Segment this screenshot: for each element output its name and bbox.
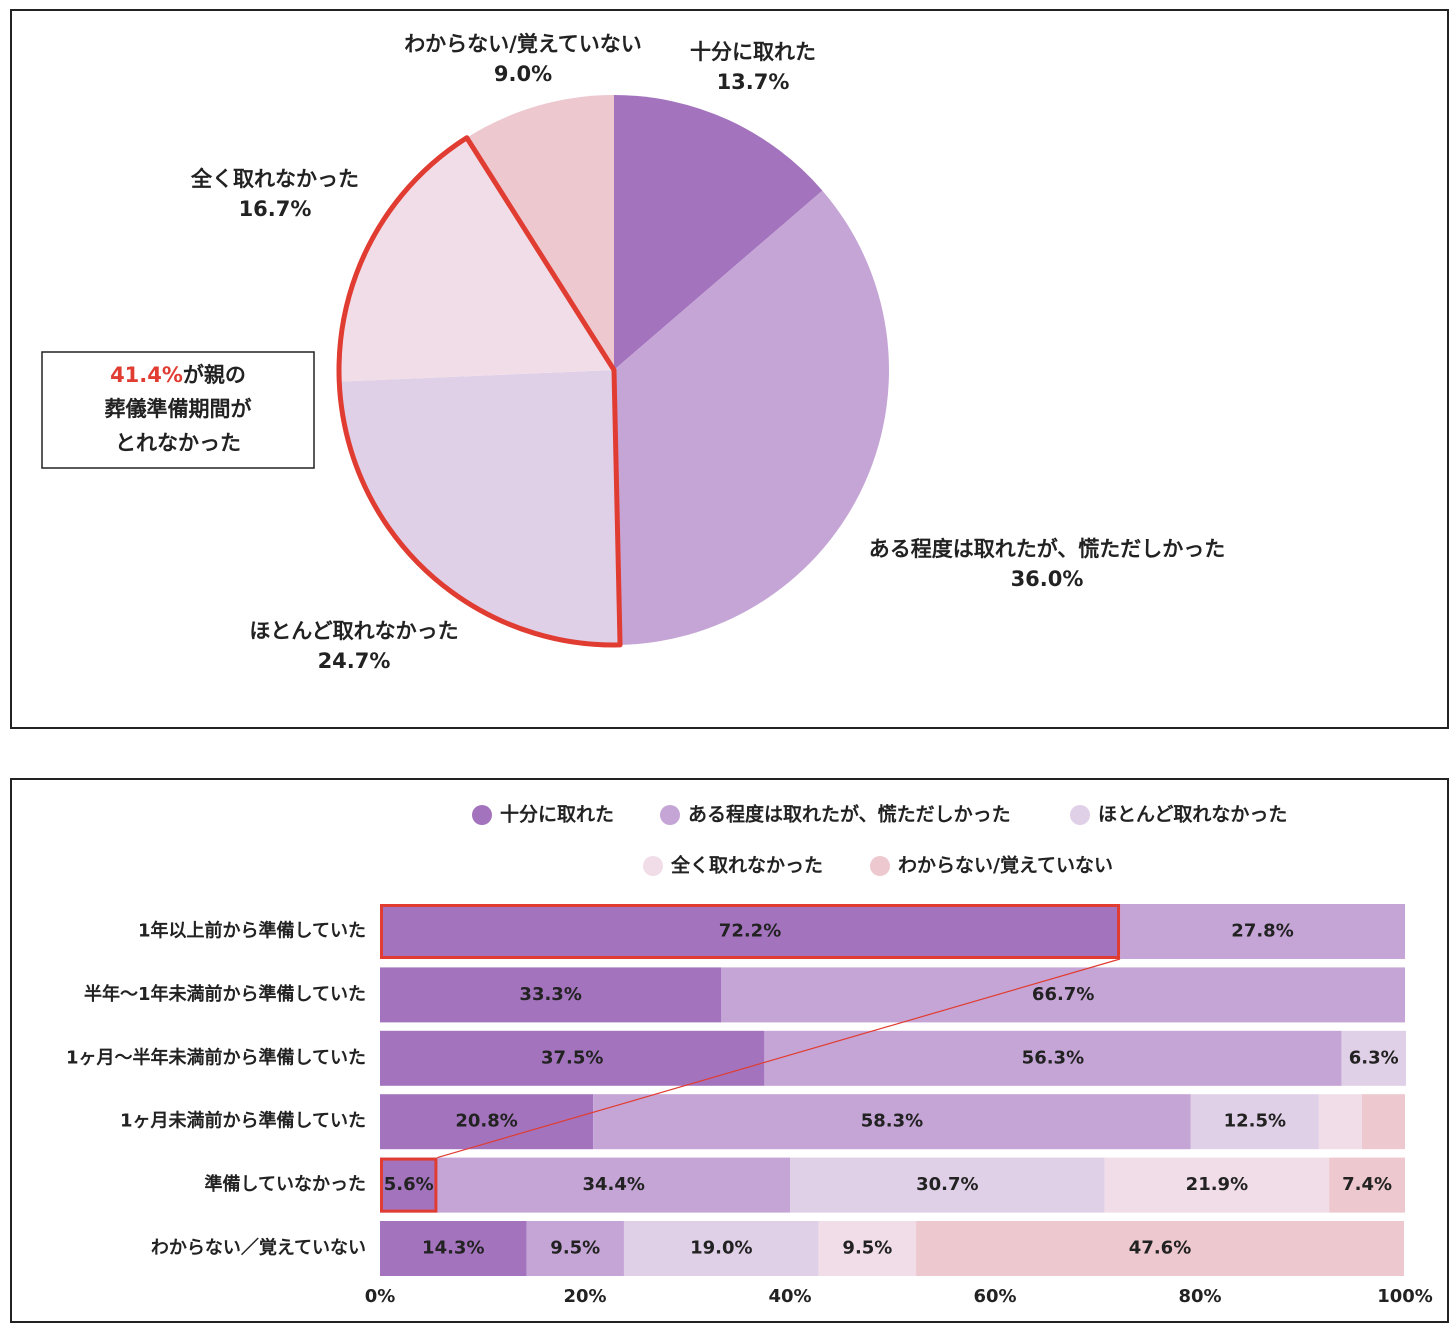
bar-value-label: 34.4% xyxy=(582,1174,644,1195)
bar-segment xyxy=(1361,1094,1405,1150)
bar-segment xyxy=(764,1030,1342,1086)
slice-label: ほとんど取れなかった xyxy=(249,619,458,643)
category-label: 1ヶ月未満前から準備していた xyxy=(120,1110,366,1132)
pie-slice xyxy=(339,137,614,382)
bar-value-label: 5.6% xyxy=(384,1174,434,1195)
slice-label: ある程度は取れたが、慌ただしかった xyxy=(869,537,1226,561)
x-tick-label: 80% xyxy=(1178,1286,1221,1307)
bar-value-label: 6.3% xyxy=(1349,1047,1399,1068)
bar-segment xyxy=(1329,1157,1405,1213)
x-tick-label: 20% xyxy=(563,1286,606,1307)
bar-value-label: 66.7% xyxy=(1032,984,1094,1005)
slice-value-label: 36.0% xyxy=(1011,567,1084,591)
annotation-line: 葬儀準備期間が xyxy=(105,397,252,421)
category-label: 1ヶ月～半年未満前から準備していた xyxy=(66,1046,366,1068)
annotation-line: 41.4%が親の xyxy=(110,363,246,387)
bar-value-label: 12.5% xyxy=(1224,1111,1286,1132)
bar-value-label: 72.2% xyxy=(719,921,781,942)
bar-value-label: 14.3% xyxy=(422,1238,484,1259)
x-tick-label: 0% xyxy=(365,1286,396,1307)
legend-swatch xyxy=(472,805,492,825)
slice-label: わからない/覚えていない xyxy=(404,32,642,56)
bar-segment xyxy=(916,1221,1404,1276)
highlight-box xyxy=(380,1157,438,1213)
bar-segment xyxy=(623,1221,819,1276)
bar-segment xyxy=(1120,904,1405,959)
bar-value-label: 27.8% xyxy=(1231,921,1293,942)
bar-segment xyxy=(1104,1157,1330,1213)
bar-segment xyxy=(380,1157,438,1213)
legend-label: ほとんど取れなかった xyxy=(1098,804,1287,826)
bar-segment xyxy=(721,967,1405,1023)
bar-segment xyxy=(380,1030,765,1086)
bar-value-label: 56.3% xyxy=(1022,1047,1084,1068)
legend-swatch xyxy=(660,805,680,825)
slice-value-label: 16.7% xyxy=(239,197,312,221)
slice-value-label: 24.7% xyxy=(318,649,391,673)
bar-segment xyxy=(818,1221,917,1276)
bar-segment xyxy=(380,1221,527,1276)
slice-label: 全く取れなかった xyxy=(190,167,359,191)
slice-value-label: 9.0% xyxy=(494,62,552,86)
bar-value-label: 20.8% xyxy=(455,1111,517,1132)
pie-slice xyxy=(466,95,614,370)
annotation-line: とれなかった xyxy=(115,431,241,455)
category-label: 半年～1年未満前から準備していた xyxy=(84,983,366,1005)
legend-label: ある程度は取れたが、慌ただしかった xyxy=(688,803,1011,826)
bar-segment xyxy=(380,904,1121,959)
highlight-box xyxy=(380,904,1121,959)
annotation-text: が親の xyxy=(183,363,246,387)
legend-label: 十分に取れた xyxy=(500,803,614,826)
bar-value-label: 33.3% xyxy=(519,984,581,1005)
bar-value-label: 37.5% xyxy=(541,1047,603,1068)
legend-label: 全く取れなかった xyxy=(670,854,823,877)
bar-segment xyxy=(1318,1094,1362,1150)
x-tick-label: 60% xyxy=(973,1286,1016,1307)
bar-value-label: 21.9% xyxy=(1186,1174,1248,1195)
pie-slice xyxy=(339,370,621,645)
bar-segment xyxy=(593,1094,1191,1150)
bar-segment xyxy=(526,1221,624,1276)
bar-value-label: 7.4% xyxy=(1342,1174,1392,1195)
bar-segment xyxy=(380,967,722,1023)
bar-segment xyxy=(790,1157,1105,1213)
bar-value-label: 9.5% xyxy=(550,1238,600,1259)
legend-label: わからない/覚えていない xyxy=(898,854,1113,877)
pie-slice xyxy=(614,95,823,370)
bar-segment xyxy=(380,1094,594,1150)
highlight-connector xyxy=(437,958,1121,1159)
annotation-highlight: 41.4% xyxy=(110,363,183,387)
x-tick-label: 40% xyxy=(768,1286,811,1307)
slice-label: 十分に取れた xyxy=(690,40,816,64)
legend-swatch xyxy=(643,856,663,876)
bar-value-label: 19.0% xyxy=(690,1238,752,1259)
bar-value-label: 58.3% xyxy=(861,1111,923,1132)
legend-swatch xyxy=(1070,805,1090,825)
x-tick-label: 100% xyxy=(1377,1286,1433,1307)
annotation-box xyxy=(41,351,315,469)
bar-value-label: 30.7% xyxy=(916,1174,978,1195)
category-label: 準備していなかった xyxy=(205,1173,366,1195)
bar-value-label: 47.6% xyxy=(1129,1238,1191,1259)
category-label: 1年以上前から準備していた xyxy=(138,920,366,942)
category-label: わからない／覚えていない xyxy=(151,1237,366,1259)
slice-value-label: 13.7% xyxy=(717,70,790,94)
bar-segment xyxy=(1190,1094,1319,1150)
bar-segment xyxy=(1341,1030,1407,1086)
bar-segment xyxy=(437,1157,790,1213)
highlight-outline xyxy=(336,135,623,648)
bar-value-label: 9.5% xyxy=(842,1238,892,1259)
pie-slice xyxy=(614,190,890,645)
legend-swatch xyxy=(870,856,890,876)
